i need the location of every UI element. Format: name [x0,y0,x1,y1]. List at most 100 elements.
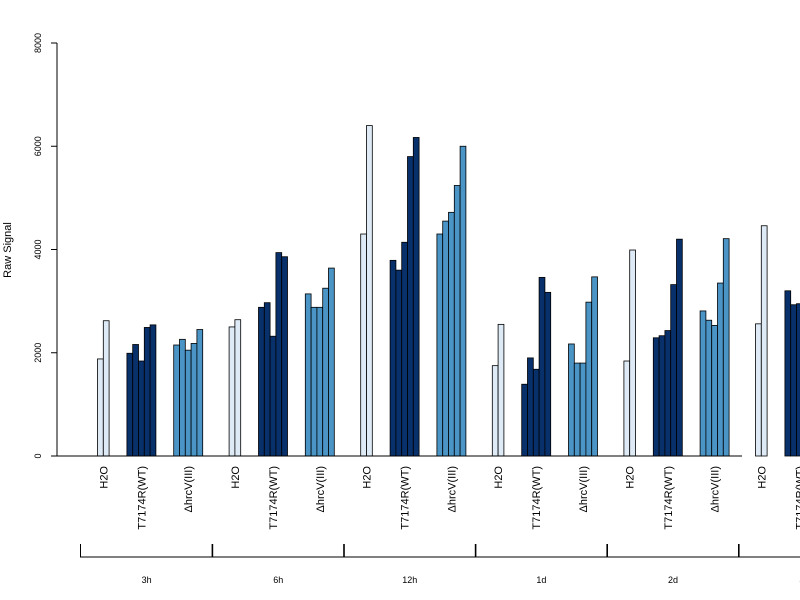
y-tick-label: 0 [33,453,43,458]
time-bracket [474,544,608,558]
bar [705,319,713,457]
y-tick-label: 4000 [33,239,43,259]
bar [196,329,204,457]
time-label: 6h [273,575,283,585]
bar [664,330,672,457]
condition-label: H2O [756,466,768,489]
bar [173,344,180,457]
condition-label: ΔhrcV(III) [315,466,327,512]
condition-label: T7174R(WT) [400,466,412,530]
bar [407,156,414,457]
bar [184,349,192,457]
condition-label: T7174R(WT) [794,466,800,530]
condition-label: ΔhrcV(III) [183,466,195,512]
bar [275,252,283,457]
condition-label: H2O [625,466,637,489]
bar [699,310,707,457]
condition-label: H2O [362,466,374,489]
time-label: 12h [402,575,417,585]
time-label: 1d [536,575,546,585]
bar [790,304,797,457]
bar [179,338,186,457]
bar [521,383,528,457]
condition-label: T7174R(WT) [268,466,280,530]
bar [527,357,534,457]
bar [497,323,505,457]
bar [310,306,318,457]
y-tick-label: 6000 [33,136,43,156]
time-label: 2d [668,575,678,585]
condition-label: ΔhrcV(III) [578,466,590,512]
time-bracket [80,544,214,558]
bar [269,335,277,457]
bar [585,301,593,457]
bar [629,249,636,457]
condition-label: H2O [493,466,505,489]
bar [316,306,324,457]
bar [652,337,660,457]
condition-label: H2O [230,466,242,489]
bar [568,343,575,457]
condition-label: T7174R(WT) [663,466,675,530]
bar [304,293,312,457]
bar [389,259,397,457]
time-bracket [606,544,740,558]
time-label: 3h [142,575,152,585]
bar [360,233,367,457]
condition-label: T7174R(WT) [531,466,543,530]
bar [453,185,461,457]
bar [412,137,420,457]
bar [97,358,104,457]
bar [676,238,683,457]
bar [755,323,762,457]
y-axis: 0 2000 4000 6000 8000 [33,33,58,459]
bar [322,287,329,457]
bar [538,276,546,457]
bar [149,324,157,457]
bar [623,360,631,457]
bar [138,360,145,457]
bar [401,241,408,457]
bar [573,362,581,457]
bar [491,365,499,457]
y-tick-label: 8000 [33,33,43,53]
bar [143,327,151,457]
time-bracket [738,544,800,558]
y-tick-label: 2000 [33,343,43,363]
condition-label: ΔhrcV(III) [446,466,458,512]
bar [760,225,768,457]
y-axis-label: Raw Signal [2,222,14,278]
time-bracket [211,544,345,558]
bar [784,290,792,457]
condition-label: ΔhrcV(III) [710,466,722,512]
bar [591,276,598,457]
bar [328,267,335,457]
bar [658,335,666,457]
bar [670,284,677,457]
bar [711,324,718,457]
bar [126,352,134,457]
bar [366,125,373,457]
condition-label: H2O [98,466,110,489]
time-bracket [343,544,477,558]
bar [442,220,449,457]
bar [263,302,271,457]
bar [448,211,455,457]
bar [436,233,444,457]
bar [722,238,730,457]
bar [395,269,403,457]
bar [796,303,800,457]
bar [532,368,540,457]
bar [234,319,242,457]
bar [281,256,288,457]
bar [102,320,110,457]
time-brackets: 3h6h12h1d2d4d6d [80,544,800,585]
bar [190,343,198,457]
bar [228,326,236,457]
bar [258,306,265,457]
bar [579,362,587,457]
condition-labels: H2O T7174R(WT) ΔhrcV(III) H2O T7174R(WT) Δhrc… [98,466,800,530]
bar [132,344,139,457]
